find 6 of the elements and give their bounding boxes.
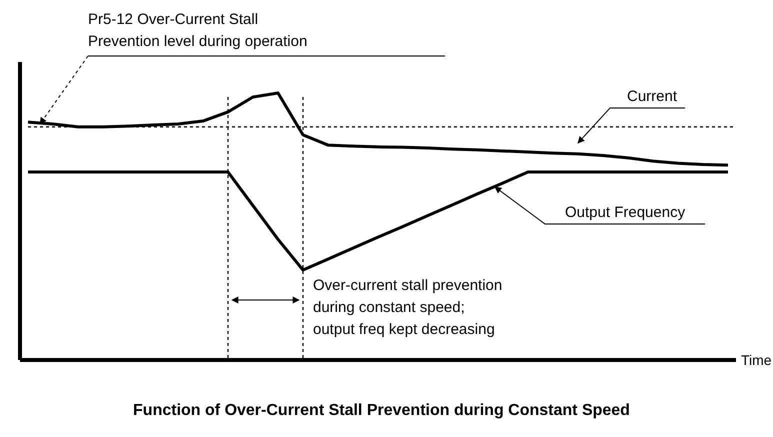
ref-line-label: Pr5-12 Over-Current Stall Prevention level during operation: [88, 11, 308, 50]
annotation: Current: [627, 88, 678, 105]
text: Function of Over-Current Stall Prevention during Constant Speed: [133, 402, 630, 419]
x-axis-title: Time: [741, 352, 772, 368]
annotation: Over-current stall prevention during constant speed; output freq kept decreasing: [313, 277, 502, 338]
annotation: Output Frequency: [565, 204, 686, 221]
